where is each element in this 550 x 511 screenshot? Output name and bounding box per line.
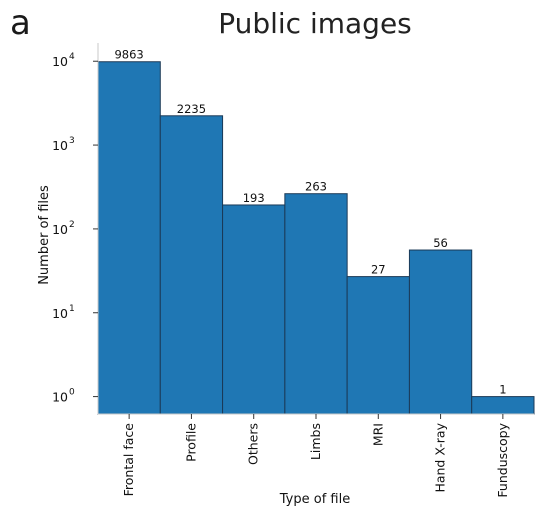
- y-tick-label: 10: [52, 138, 68, 153]
- data-label: 263: [305, 180, 327, 194]
- x-tick-label: Hand X-ray: [433, 422, 448, 492]
- data-label: 1: [499, 383, 506, 397]
- y-tick-exponent: 2: [69, 220, 75, 230]
- bar-mri: [346, 276, 410, 415]
- bar-frontal-face: [97, 61, 161, 415]
- y-tick-label: 10: [52, 54, 68, 69]
- y-tick-exponent: 0: [69, 388, 75, 398]
- y-tick-exponent: 1: [69, 304, 75, 314]
- y-axis-label: Number of files: [37, 185, 52, 285]
- x-tick-label: Funduscopy: [495, 422, 510, 497]
- y-tick-exponent: 4: [69, 52, 75, 62]
- x-tick-label: Limbs: [308, 423, 323, 460]
- x-tick-label: Profile: [183, 423, 198, 462]
- bar-hand-x-ray: [408, 249, 473, 415]
- bar-profile: [159, 115, 224, 415]
- data-label: 193: [243, 191, 265, 205]
- y-tick-label: 10: [52, 390, 68, 405]
- bar-others: [222, 204, 286, 415]
- x-tick-label: MRI: [370, 423, 385, 446]
- data-label: 27: [371, 263, 386, 277]
- panel-letter: a: [10, 3, 31, 43]
- bar-funduscopy: [471, 396, 535, 415]
- x-ticks: Frontal face Profile Others Limbs MRI Hand X-…: [121, 414, 510, 498]
- chart-title: Public images: [218, 7, 412, 40]
- y-tick-label: 10: [52, 306, 68, 321]
- x-tick-label: Others: [246, 423, 261, 465]
- data-label: 9863: [114, 48, 143, 62]
- y-tick-label: 10: [52, 222, 68, 237]
- data-labels: 9863 2235 193 263 27 56 1: [114, 48, 506, 397]
- x-tick-label: Frontal face: [121, 423, 136, 497]
- bars: [97, 61, 535, 415]
- data-label: 56: [433, 236, 448, 250]
- data-label: 2235: [177, 102, 206, 116]
- y-tick-exponent: 3: [69, 136, 75, 146]
- x-axis-label: Type of file: [279, 492, 350, 507]
- bar-limbs: [284, 193, 348, 415]
